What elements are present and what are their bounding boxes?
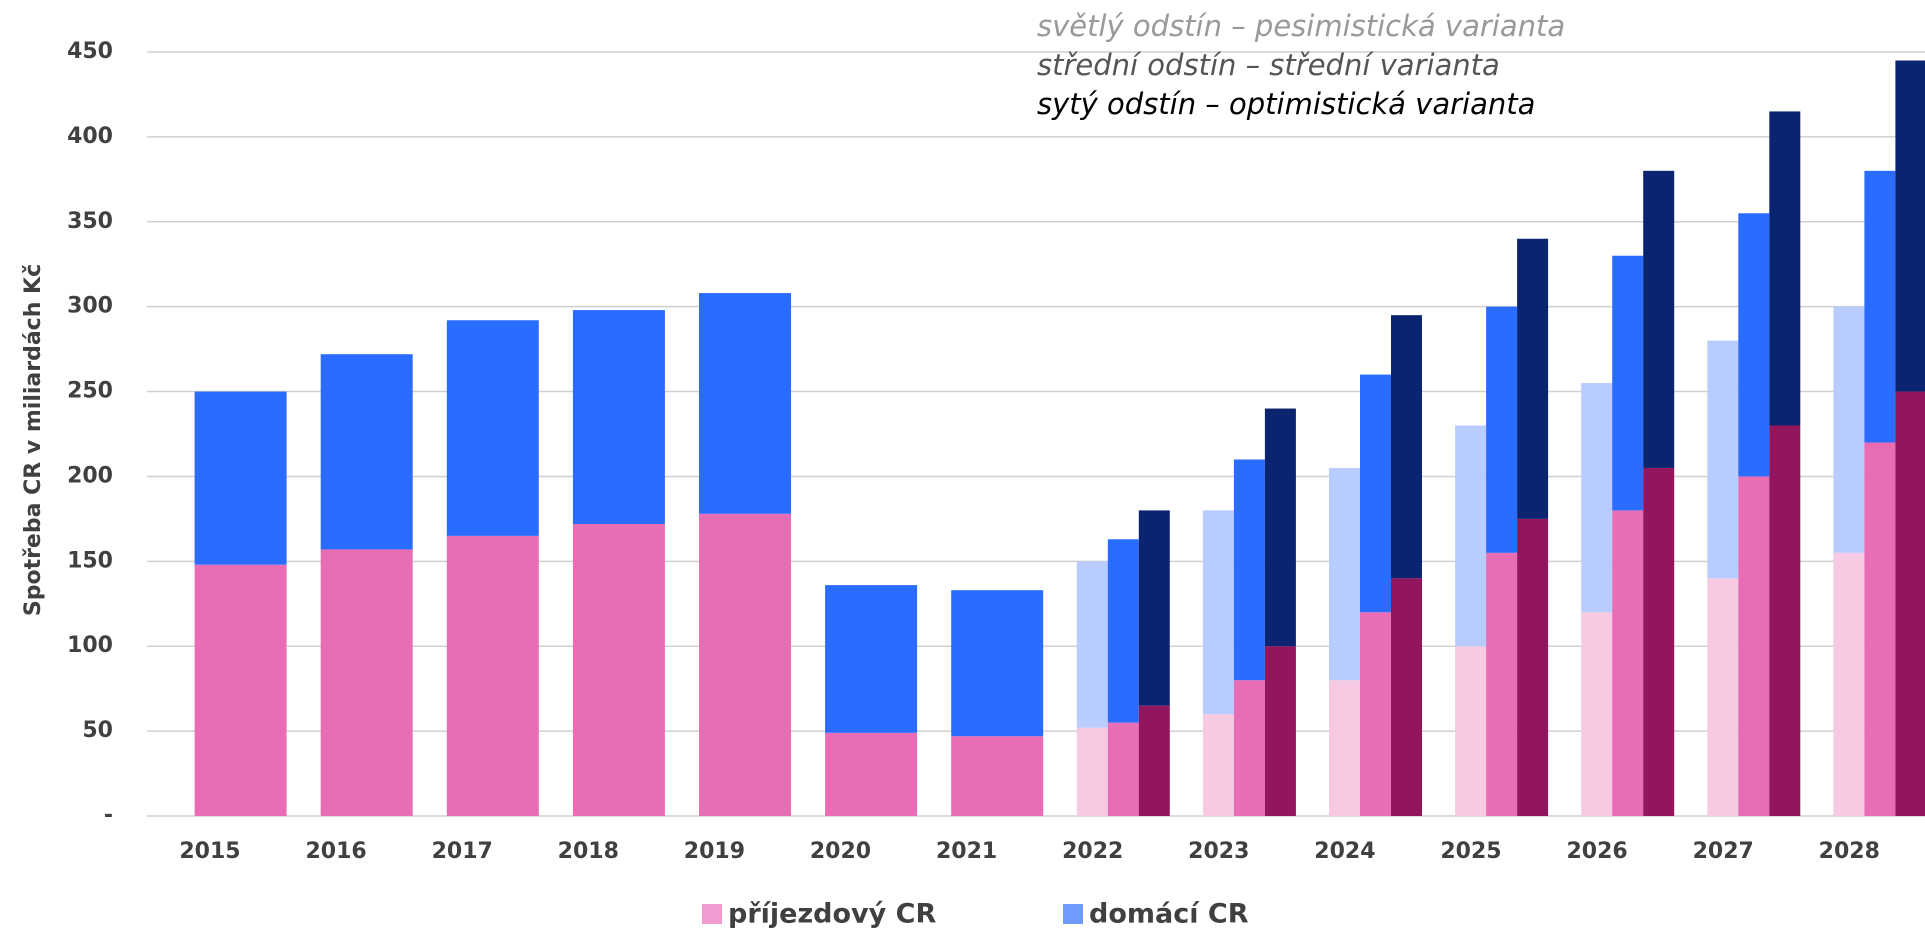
bar-segment [1360, 374, 1391, 613]
bar-segment [1517, 238, 1549, 519]
bar-segment [1329, 680, 1360, 816]
bar-segment [194, 564, 287, 816]
bar-segment [1107, 539, 1139, 723]
bar-segment [1076, 727, 1108, 816]
x-tick-label: 2026 [1566, 839, 1627, 864]
x-tick-label: 2022 [1062, 839, 1123, 864]
bar-segment [1455, 425, 1487, 647]
bar-segment [1581, 383, 1613, 613]
x-tick-label: 2015 [179, 839, 240, 864]
bar-segment [1107, 722, 1139, 816]
bar-segment [1486, 552, 1518, 816]
legend-swatch [702, 904, 722, 924]
x-tick-label: 2017 [432, 839, 493, 864]
y-tick-label: 100 [67, 633, 113, 658]
x-tick-label: 2025 [1440, 839, 1501, 864]
bar-segment [951, 736, 1044, 816]
y-tick-label: 300 [67, 294, 113, 319]
bar-segment [572, 523, 665, 816]
bar-segment [1833, 306, 1865, 553]
y-tick-label: 400 [67, 124, 113, 149]
legend-label: příjezdový CR [728, 899, 936, 930]
bar-segment [1769, 425, 1801, 816]
annotation: světlý odstín – pesimistická varianta [1037, 9, 1565, 43]
bar-segment [1391, 578, 1422, 816]
bar-segment [1895, 391, 1925, 816]
bar-segment [1864, 442, 1896, 816]
y-tick-label: 200 [67, 463, 113, 488]
bar-segment [699, 513, 791, 816]
x-tick-label: 2028 [1819, 839, 1880, 864]
bar-segment [446, 320, 539, 536]
bar-segment [1612, 255, 1644, 511]
bar-segment [1643, 170, 1675, 468]
bar-segment [1864, 170, 1896, 443]
bar-segment [1738, 213, 1770, 477]
y-tick-label: 250 [67, 379, 113, 404]
y-tick-label: 50 [82, 718, 113, 743]
annotation: sytý odstín – optimistická varianta [1037, 87, 1535, 121]
bar-segment [446, 535, 539, 816]
bar-segment [1076, 561, 1108, 728]
x-tick-label: 2023 [1188, 839, 1249, 864]
x-tick-label: 2021 [936, 839, 997, 864]
y-tick-label: 150 [67, 548, 113, 573]
bar-segment [1202, 510, 1234, 715]
bar-segment [1833, 552, 1865, 816]
legend-label: domácí CR [1089, 899, 1249, 930]
bar-segment [1895, 60, 1925, 392]
bar-segment [825, 732, 918, 816]
y-tick-label: 350 [67, 209, 113, 234]
bar-segment [572, 310, 665, 524]
bar-segment [1707, 340, 1739, 579]
bar-segment [1581, 612, 1613, 816]
bar-segment [1264, 408, 1296, 647]
bar-segment [1264, 646, 1296, 816]
bar-segment [825, 585, 918, 733]
bar-segment [1707, 578, 1739, 816]
bar-segment [1612, 510, 1644, 816]
bar-segment [1202, 714, 1234, 816]
y-axis-label: Spotřeba CR v miliardách Kč [21, 264, 46, 616]
x-tick-label: 2027 [1693, 839, 1754, 864]
bar-segment [320, 549, 413, 816]
y-tick-label: - [104, 803, 113, 828]
bar-segment [1360, 612, 1391, 816]
bar-segment [1517, 518, 1549, 816]
bar-segment [1138, 705, 1170, 816]
bar-segment [194, 391, 287, 565]
bar-segment [320, 354, 413, 550]
bar-segment [1138, 510, 1170, 706]
bar-segment [1643, 467, 1675, 816]
bar-segment [1486, 306, 1518, 553]
x-tick-label: 2024 [1314, 839, 1375, 864]
y-tick-label: 450 [67, 39, 113, 64]
bar-segment [1738, 476, 1770, 816]
bar-segment [1233, 459, 1265, 681]
bar-segment [1455, 646, 1487, 816]
x-tick-label: 2020 [810, 839, 871, 864]
bar-segment [699, 293, 791, 514]
legend-swatch [1063, 904, 1083, 924]
bar-segment [1329, 467, 1360, 681]
x-tick-label: 2019 [684, 839, 745, 864]
bar-segment [951, 590, 1044, 737]
bar-segment [1233, 680, 1265, 816]
x-tick-label: 2016 [305, 839, 366, 864]
annotation: střední odstín – střední varianta [1037, 48, 1500, 82]
x-tick-label: 2018 [558, 839, 619, 864]
bar-segment [1391, 315, 1422, 579]
bar-segment [1769, 111, 1801, 426]
